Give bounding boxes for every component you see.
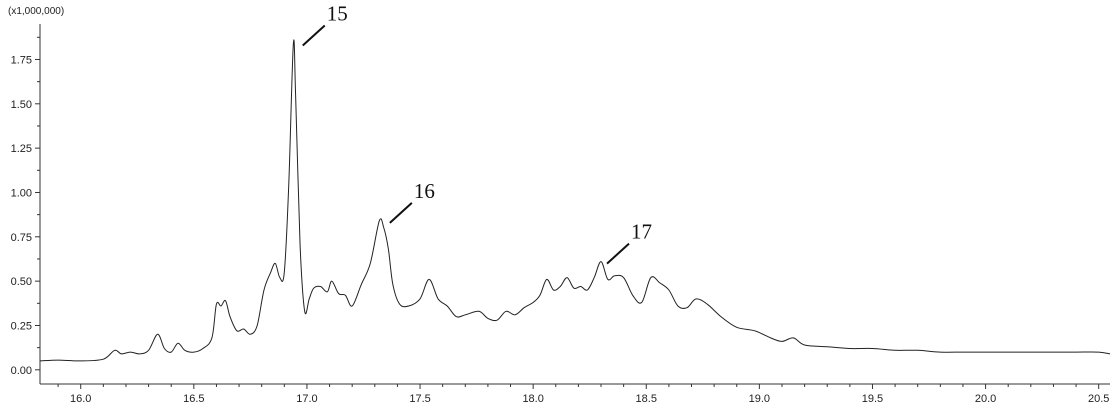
y-tick-label: 0.00 [11, 365, 32, 377]
series-group [39, 39, 1111, 362]
y-tick-label: 1.00 [11, 187, 32, 199]
x-tick-label: 19.5 [862, 393, 883, 405]
y-tick-label: 1.50 [11, 99, 32, 111]
y-tick-label: 0.50 [11, 276, 32, 288]
x-tick-label: 19.0 [749, 393, 770, 405]
y-tick-label: 0.75 [11, 232, 32, 244]
annotation-leader-line [606, 242, 630, 265]
axes [39, 24, 1110, 385]
peak-label: 15 [327, 2, 348, 26]
annotation-leader-line [302, 24, 326, 47]
x-tick-label: 17.0 [296, 393, 317, 405]
y-axis-ticks: 0.00 0.25 0.50 0.75 1.00 1.25 1.50 1.75 [11, 36, 40, 377]
x-tick-label: 16.5 [183, 393, 204, 405]
y-tick-label: 1.25 [11, 143, 32, 155]
x-tick-label: 17.5 [409, 393, 430, 405]
series-line [39, 39, 1111, 362]
annotation-leader-line [389, 202, 413, 224]
peak-annotations: 15 16 17 [302, 2, 652, 265]
x-tick-label: 18.5 [636, 393, 657, 405]
y-axis-multiplier: (x1,000,000) [8, 6, 64, 17]
peak-label: 16 [414, 179, 435, 203]
x-tick-label: 20.5 [1088, 393, 1109, 405]
x-tick-label: 16.0 [70, 393, 91, 405]
y-tick-label: 0.25 [11, 320, 32, 332]
x-tick-label: 18.0 [522, 393, 543, 405]
x-axis-ticks: 16.0 16.5 17.0 17.5 18.0 18.5 19.0 19.5 20.0 20.5 [57, 384, 1109, 405]
y-tick-label: 1.75 [11, 54, 32, 66]
x-tick-label: 20.0 [975, 393, 996, 405]
peak-label: 17 [631, 220, 652, 244]
